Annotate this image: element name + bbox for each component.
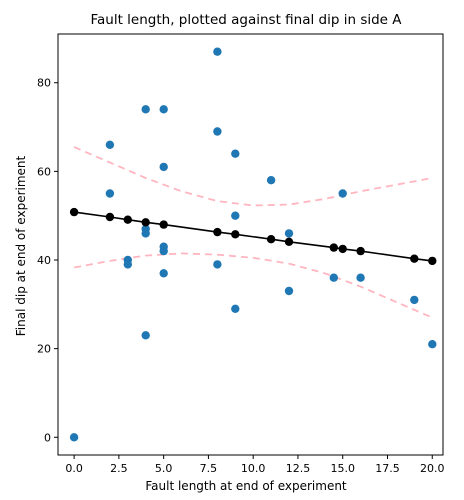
x-tick-label: 5.0 — [155, 462, 173, 475]
data-point — [213, 47, 222, 56]
data-point — [266, 176, 276, 185]
data-point — [213, 127, 222, 136]
data-point — [105, 189, 115, 198]
fit-point — [410, 254, 419, 263]
data-point — [338, 189, 347, 198]
lower-confidence-line — [73, 252, 433, 319]
x-tick-label: 7.5 — [200, 462, 218, 475]
fit-point — [105, 212, 115, 222]
fit-point — [141, 218, 150, 227]
y-tick-label: 40 — [37, 254, 51, 267]
data-point — [284, 229, 294, 238]
data-points-layer — [69, 47, 437, 442]
x-tick-label: 10.0 — [241, 462, 266, 475]
fit-point — [329, 243, 338, 252]
data-point — [231, 149, 240, 158]
fit-point — [213, 227, 222, 237]
x-tick-label: 2.5 — [110, 462, 128, 475]
fit-point — [69, 207, 79, 217]
y-axis: 0 20 40 60 80 — [37, 77, 58, 444]
data-point — [231, 211, 240, 220]
data-point — [159, 162, 168, 172]
data-point — [329, 273, 338, 282]
y-axis-label: Final dip at end of experiment — [14, 155, 28, 336]
confidence-band-layer — [73, 146, 433, 319]
data-point — [159, 105, 168, 114]
x-axis-label: Fault length at end of experiment — [145, 479, 347, 493]
upper-confidence-line — [73, 146, 433, 207]
fit-point — [266, 235, 276, 244]
x-tick-label: 17.5 — [375, 462, 400, 475]
data-point — [159, 269, 168, 278]
fit-point — [231, 230, 240, 239]
data-point — [105, 140, 115, 149]
fit-point — [284, 237, 294, 246]
data-point — [159, 246, 168, 256]
data-point — [284, 286, 294, 296]
data-point — [213, 260, 222, 269]
data-point — [141, 229, 150, 238]
fit-point — [159, 220, 168, 229]
data-point — [410, 295, 419, 305]
fit-point — [123, 215, 132, 224]
x-tick-label: 12.5 — [286, 462, 311, 475]
data-point — [141, 331, 150, 340]
data-point — [141, 105, 150, 114]
fit-point — [428, 256, 437, 266]
data-point — [69, 433, 79, 442]
fit-line-layer — [69, 207, 437, 266]
x-tick-label: 0.0 — [65, 462, 83, 475]
data-point — [123, 260, 132, 269]
x-tick-label: 20.0 — [420, 462, 445, 475]
fit-point — [338, 244, 347, 254]
chart-title: Fault length, plotted against final dip … — [90, 12, 402, 28]
x-axis: 0.0 2.5 5.0 7.5 10.0 12.5 15.0 17.5 20.0 — [65, 455, 445, 475]
data-point — [356, 273, 365, 282]
x-tick-label: 15.0 — [330, 462, 355, 475]
y-tick-label: 20 — [37, 343, 51, 356]
data-point — [428, 340, 437, 349]
y-tick-label: 80 — [37, 77, 51, 90]
y-tick-label: 60 — [37, 165, 51, 178]
plot-area — [57, 33, 444, 456]
fit-point — [356, 246, 365, 256]
y-tick-label: 0 — [44, 431, 51, 444]
data-point — [231, 304, 240, 313]
